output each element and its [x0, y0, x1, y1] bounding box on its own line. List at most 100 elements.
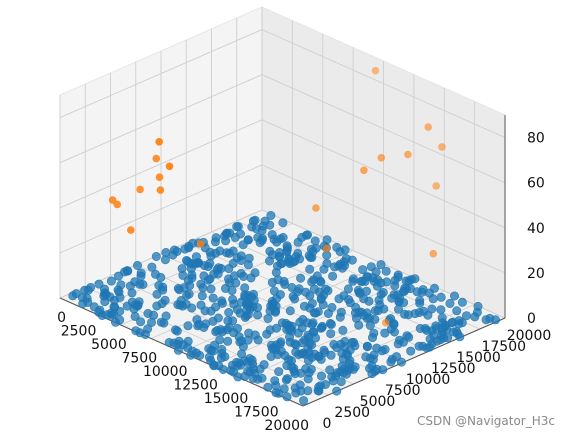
- series-1-point: [332, 386, 342, 396]
- series-1-point: [386, 357, 396, 367]
- z-grid-line: [59, 164, 506, 274]
- series-1-point: [452, 306, 462, 316]
- series-1-point: [211, 327, 221, 337]
- series-1-point: [293, 328, 303, 338]
- series-1-point: [271, 267, 281, 277]
- series-2-point: [155, 138, 163, 146]
- series-1-point: [111, 317, 121, 327]
- y-tick-label: 0: [323, 416, 332, 432]
- series-1-point: [335, 247, 345, 257]
- series-1-point: [356, 276, 366, 286]
- series-1-point: [68, 291, 78, 301]
- x-tick-label: 7500: [121, 351, 157, 367]
- series-1-point: [305, 264, 315, 274]
- series-1-point: [367, 333, 377, 343]
- series-1-point: [285, 306, 295, 316]
- series-1-point: [338, 325, 348, 335]
- z-tick-label: 0: [527, 311, 536, 327]
- z-grid-line: [59, 119, 506, 229]
- series-1-point: [147, 262, 157, 272]
- series-1-point: [227, 286, 237, 296]
- series-1-point: [160, 255, 170, 265]
- series-1-point: [221, 236, 231, 246]
- series-1-point: [248, 373, 258, 383]
- series-2-point: [404, 150, 412, 159]
- series-1-point: [253, 310, 263, 320]
- y-tick-label: 7500: [385, 383, 421, 399]
- series-1-point: [203, 262, 213, 272]
- series-1-point: [224, 264, 234, 274]
- series-1-point: [422, 325, 432, 335]
- series-1-point: [348, 276, 358, 286]
- series-1-point: [449, 291, 459, 301]
- series-1-point: [377, 346, 387, 356]
- series-1-point: [263, 382, 273, 392]
- series-1-point: [364, 296, 374, 306]
- series-1-point: [240, 312, 250, 322]
- series-1-point: [78, 299, 88, 309]
- series-1-point: [362, 342, 372, 352]
- series-1-point: [217, 298, 227, 308]
- series-1-point: [367, 369, 377, 379]
- series-1-point: [97, 310, 107, 320]
- series-2-point: [113, 200, 121, 209]
- series-2-point: [432, 182, 441, 190]
- series-1-point: [323, 308, 333, 318]
- series-1-point: [281, 375, 291, 385]
- series-1-point: [354, 320, 364, 330]
- series-1-point: [481, 315, 491, 325]
- series-1-point: [195, 350, 205, 360]
- series-1-point: [267, 277, 277, 287]
- series-1-point: [178, 270, 188, 280]
- x-tick-label: 20000: [264, 418, 309, 434]
- series-1-point: [328, 271, 338, 281]
- series-2-point: [438, 143, 446, 151]
- x-tick-label: 15000: [204, 391, 249, 407]
- series-1-point: [199, 322, 209, 332]
- series-1-point: [156, 272, 166, 282]
- series-2-point: [360, 166, 368, 175]
- series-1-point: [296, 273, 306, 283]
- z-tick-label: 20: [527, 266, 545, 282]
- series-1-point: [316, 354, 326, 364]
- x-tick-label: 10000: [143, 364, 188, 380]
- series-1-point: [393, 339, 403, 349]
- series-2-point: [322, 244, 331, 253]
- series-1-point: [232, 222, 242, 232]
- series-2-point: [429, 249, 438, 258]
- z-tick-label: 60: [527, 176, 545, 192]
- series-2-point: [371, 66, 380, 75]
- series-1-point: [305, 253, 315, 263]
- y-tick-label: 10000: [406, 372, 451, 388]
- series-1-point: [164, 337, 174, 347]
- series-1-point: [152, 301, 162, 311]
- series-2-point: [156, 186, 165, 194]
- series-1-point: [210, 237, 220, 247]
- series-1-point: [415, 298, 425, 308]
- series-1-point: [330, 262, 340, 272]
- series-1-point: [198, 283, 208, 293]
- series-1-point: [255, 238, 265, 248]
- series-1-point: [253, 335, 263, 345]
- series-1-point: [318, 300, 328, 310]
- series-1-point: [238, 342, 248, 352]
- series-1-point: [294, 349, 304, 359]
- series-1-point: [178, 301, 188, 311]
- series-1-point: [106, 276, 116, 286]
- series-1-point: [290, 294, 300, 304]
- y-tick-label: 12500: [431, 361, 476, 377]
- series-1-point: [282, 392, 292, 402]
- series-1-point: [243, 260, 253, 270]
- series-1-point: [455, 332, 465, 342]
- series-1-point: [326, 350, 336, 360]
- series-1-point: [387, 293, 397, 303]
- series-1-point: [236, 255, 246, 265]
- series-1-point: [278, 218, 288, 228]
- series-1-point: [428, 294, 438, 304]
- series-1-point: [216, 353, 226, 363]
- series-1-point: [274, 367, 284, 377]
- series-1-point: [263, 313, 273, 323]
- series-1-point: [246, 273, 256, 283]
- series-1-point: [393, 304, 403, 314]
